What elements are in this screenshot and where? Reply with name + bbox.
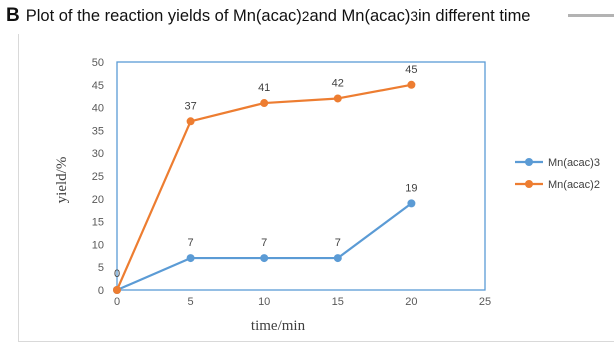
legend-label: Mn(acac)2 xyxy=(548,179,600,191)
title-prefix: Plot of the reaction yields of Mn(acac) xyxy=(25,6,302,25)
panel-letter: B xyxy=(6,5,20,26)
data-point xyxy=(333,254,342,263)
y-tick-label: 40 xyxy=(92,103,104,115)
legend-marker xyxy=(525,180,533,188)
x-tick-label: 20 xyxy=(405,296,417,308)
data-label: 7 xyxy=(188,237,194,249)
data-label: 41 xyxy=(258,82,270,94)
y-tick-label: 35 xyxy=(92,125,104,137)
x-tick-label: 5 xyxy=(188,296,194,308)
y-tick-label: 0 xyxy=(98,285,104,297)
x-tick-label: 0 xyxy=(114,296,120,308)
title-rule xyxy=(568,14,614,17)
legend-marker xyxy=(525,158,533,166)
y-tick-label: 45 xyxy=(92,80,104,92)
data-label: 42 xyxy=(332,77,344,89)
y-tick-label: 5 xyxy=(98,262,104,274)
series-layer xyxy=(113,80,416,294)
data-point xyxy=(407,80,416,89)
x-tick-label: 15 xyxy=(332,296,344,308)
data-point xyxy=(333,94,342,103)
x-axis-ticks: 0 5 10 15 20 25 xyxy=(114,296,491,308)
data-labels: 0 7 7 7 19 37 41 42 45 xyxy=(114,64,418,280)
title-suffix: in different time xyxy=(417,6,531,25)
title-subscript-2: 2 xyxy=(301,8,310,24)
y-tick-label: 30 xyxy=(92,148,104,160)
plot-frame-layer xyxy=(116,61,486,291)
data-point xyxy=(113,286,121,294)
title-subscript-3: 3 xyxy=(410,8,418,24)
data-label: 19 xyxy=(405,182,417,194)
data-label: 0 xyxy=(114,268,120,280)
data-point xyxy=(186,117,195,126)
data-point xyxy=(407,199,416,208)
x-axis-label: time/min xyxy=(251,318,306,334)
data-label: 45 xyxy=(405,64,417,76)
legend: Mn(acac)3 Mn(acac)2 xyxy=(515,157,600,191)
y-axis-ticks: 0 5 10 15 20 25 30 35 40 45 50 xyxy=(92,57,104,297)
title-middle: and Mn(acac) xyxy=(309,6,411,25)
data-label: 7 xyxy=(335,237,341,249)
y-tick-label: 25 xyxy=(92,171,104,183)
x-tick-label: 10 xyxy=(258,296,270,308)
y-tick-label: 10 xyxy=(92,239,104,251)
data-point xyxy=(186,254,195,263)
y-axis-label: yield/% xyxy=(54,157,70,204)
data-label: 7 xyxy=(261,237,267,249)
x-tick-label: 25 xyxy=(479,296,491,308)
legend-label: Mn(acac)3 xyxy=(548,157,600,169)
data-label: 37 xyxy=(184,100,196,112)
figure-title: B Plot of the reaction yields of Mn(acac… xyxy=(6,4,606,28)
plot-area-border xyxy=(116,61,486,291)
data-point xyxy=(260,99,269,108)
y-tick-label: 20 xyxy=(92,194,104,206)
data-point xyxy=(260,254,269,263)
y-tick-label: 50 xyxy=(92,57,104,69)
y-tick-label: 15 xyxy=(92,217,104,229)
